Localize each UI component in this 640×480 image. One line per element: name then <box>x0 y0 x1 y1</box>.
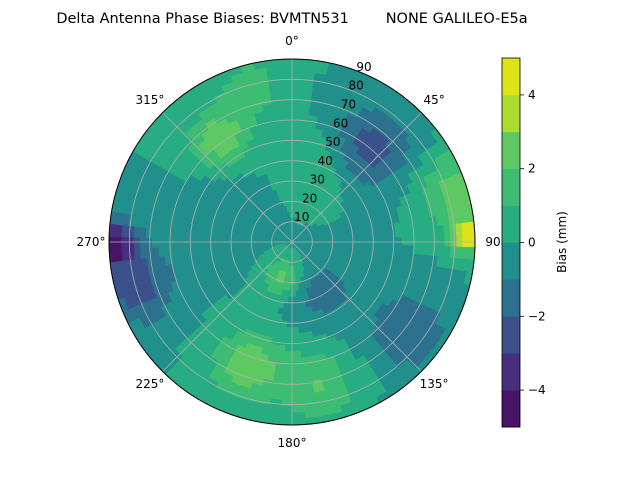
colorbar-tick-label: 4 <box>528 88 536 102</box>
radial-tick-label: 20 <box>302 191 317 205</box>
radial-tick-label: 30 <box>310 173 325 187</box>
radial-tick-label: 60 <box>333 116 348 130</box>
colorbar-band <box>502 131 520 169</box>
colorbar-tick-label: 0 <box>528 236 536 250</box>
colorbar-band <box>502 205 520 243</box>
chart-title: Delta Antenna Phase Biases: BVMTN531 NON… <box>56 11 527 27</box>
colorbar-band <box>502 94 520 133</box>
contour-cell <box>285 155 293 164</box>
angular-tick-label: 135° <box>420 377 449 391</box>
angular-tick-label: 90 <box>485 235 500 249</box>
colorbar-tick-label: 2 <box>528 162 536 176</box>
angular-tick-label: 180° <box>278 436 307 450</box>
angular-tick-label: 225° <box>135 377 164 391</box>
radial-tick-label: 40 <box>317 154 332 168</box>
colorbar-band <box>502 58 520 96</box>
angular-tick-label: 45° <box>423 93 444 107</box>
colorbar-band <box>502 316 520 354</box>
contour-cell <box>109 247 117 263</box>
radial-tick-label: 70 <box>341 98 356 112</box>
angular-tick-label: 270° <box>77 235 106 249</box>
contour-cell <box>290 418 306 425</box>
colorbar-band <box>502 390 520 428</box>
contour-cell <box>285 161 293 170</box>
colorbar: −4 −2 0 2 4 Bias (mm) <box>501 57 569 428</box>
contour-cell <box>278 418 294 425</box>
angular-tick-label: 0° <box>285 34 299 48</box>
radial-tick-label: 50 <box>325 135 340 149</box>
colorbar-band <box>502 242 520 280</box>
contour-cell <box>284 149 293 158</box>
radial-tick-label: 10 <box>294 210 309 224</box>
radial-tick-label: 80 <box>349 79 364 93</box>
contour-field <box>109 59 475 425</box>
colorbar-band <box>502 279 520 317</box>
contour-cell <box>467 221 475 237</box>
polar-grid <box>108 58 476 426</box>
colorbar-tick-label: −4 <box>528 383 546 397</box>
contour-cell <box>286 174 293 182</box>
contour-cell <box>284 143 293 151</box>
radial-tick-label: 90 <box>356 60 371 74</box>
angular-tick-label: 315° <box>135 93 164 107</box>
colorbar-label: Bias (mm) <box>555 211 569 273</box>
colorbar-band <box>502 168 520 206</box>
contour-cell <box>286 167 293 176</box>
colorbar-band <box>502 353 520 391</box>
colorbar-tick-label: −2 <box>528 309 546 323</box>
